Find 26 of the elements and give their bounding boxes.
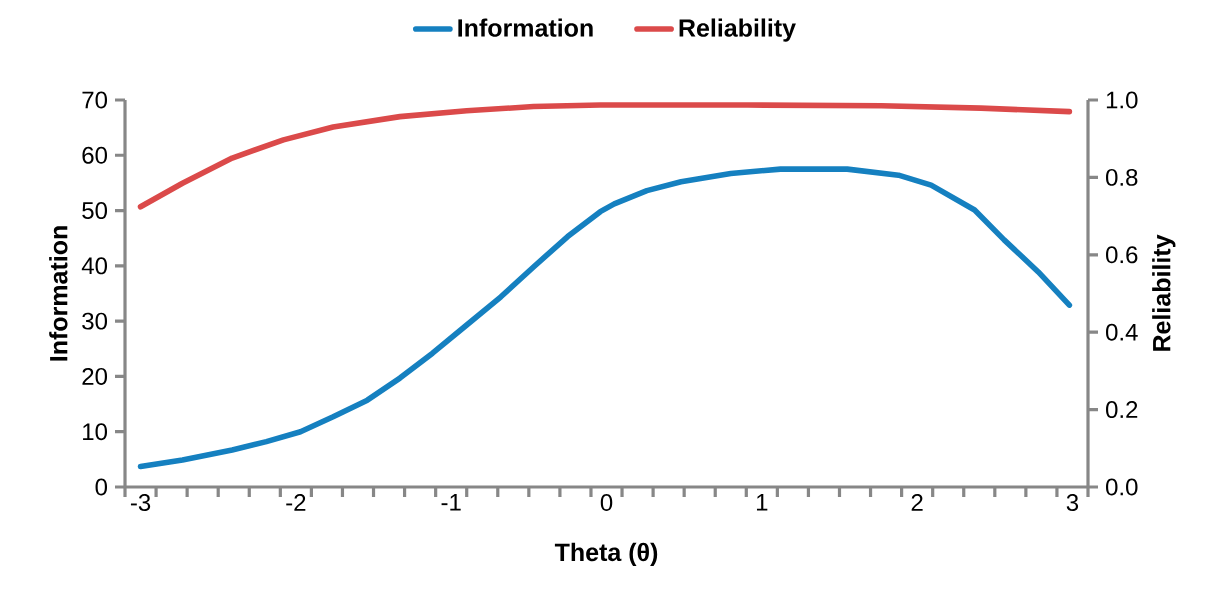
y-tick-label: 40: [81, 257, 108, 275]
y-axis-title: Information: [49, 226, 68, 361]
y2-tick-label: 0.4: [1106, 323, 1138, 341]
x-tick-label: 0: [600, 494, 613, 512]
y2-tick-label: 0.6: [1106, 246, 1138, 264]
y2-tick-label: 0.8: [1106, 168, 1138, 186]
y-tick-label: 10: [83, 423, 108, 441]
y2-tick-label: 1.0: [1106, 91, 1138, 109]
x-tick-label: 3: [1066, 494, 1079, 512]
legend-label: Information: [458, 18, 593, 37]
y-tick-label: 60: [82, 146, 108, 164]
x-tick-label: -2: [286, 494, 306, 511]
x-tick-label: -1: [441, 494, 461, 511]
y-tick-label: 0: [95, 478, 108, 496]
x-tick-label: 2: [911, 494, 923, 511]
y2-tick-label: 0.2: [1106, 401, 1138, 419]
x-tick-label: -3: [130, 494, 151, 512]
y-tick-label: 70: [82, 91, 108, 109]
x-tick-label: 1: [756, 494, 768, 511]
y-tick-label: 50: [82, 202, 108, 220]
y2-axis-title: Reliability: [1152, 234, 1176, 351]
x-axis-title: Theta (θ): [554, 542, 658, 567]
y-tick-label: 30: [82, 312, 108, 330]
y2-tick-label: 0.0: [1106, 478, 1138, 496]
legend-label: Reliability: [679, 18, 796, 42]
y-tick-label: 20: [82, 367, 108, 385]
